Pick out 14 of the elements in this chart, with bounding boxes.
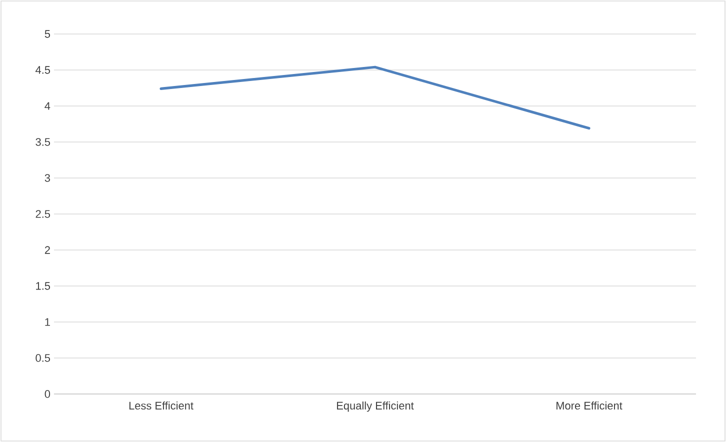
x-tick-label: Less Efficient: [129, 402, 194, 410]
y-tick-label: 2.5: [36, 210, 50, 218]
y-tick-label: 3: [44, 174, 50, 182]
y-tick-label: 4: [44, 102, 50, 110]
y-tick-label: 5: [44, 30, 50, 38]
y-tick-label: 2: [44, 246, 50, 254]
y-tick-label: 4.5: [36, 66, 50, 74]
x-tick-label: More Efficient: [556, 402, 622, 410]
y-tick-label: 1: [45, 318, 50, 326]
y-tick-label: 0: [44, 390, 50, 398]
y-tick-label: 3.5: [36, 138, 50, 146]
y-tick-label: 0.5: [36, 354, 50, 362]
y-tick-label: 1.5: [36, 282, 50, 290]
x-tick-label: Equally Efficient: [337, 402, 414, 412]
